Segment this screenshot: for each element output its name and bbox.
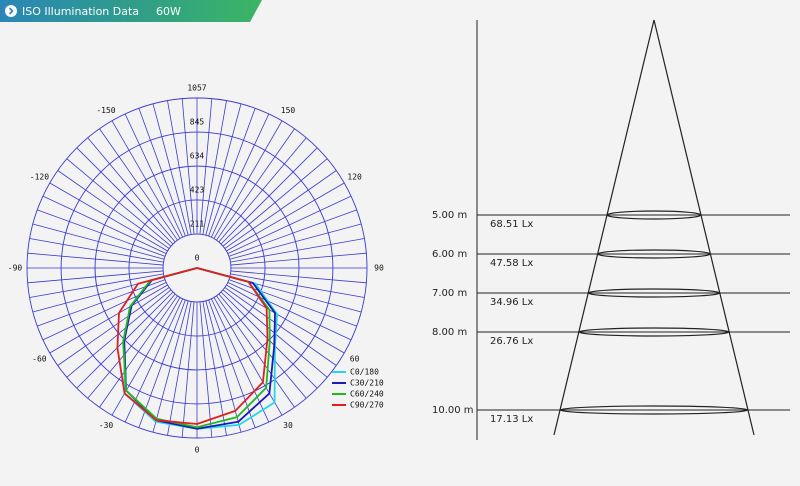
r-tick-label: 211	[190, 220, 205, 229]
polar-chart: 0 211 423 634 845 1057 0 30 60 90 120 150 -30 -60 -90 -…	[8, 84, 384, 455]
distance-label: 10.00 m	[432, 405, 474, 416]
light-ellipse	[587, 288, 721, 298]
grid-ring	[162, 233, 232, 303]
light-ellipse	[606, 210, 702, 220]
cone-edge	[553, 19, 655, 436]
illuminance-label: 68.51 Lx	[490, 219, 533, 230]
header-tab	[0, 0, 262, 22]
illuminance-label: 17.13 Lx	[490, 414, 533, 425]
header-title: ISO Illumination Data	[22, 5, 139, 18]
cone-diagram: 5.00 m 68.51 Lx 6.00 m 47.58 Lx 7.00 m 34.96 …	[432, 19, 790, 440]
distance-label: 6.00 m	[432, 249, 467, 260]
intensity-curve	[116, 267, 269, 425]
legend-label: C60/240	[350, 390, 384, 399]
angle-tick-label: -30	[99, 421, 114, 430]
intensity-curve	[123, 267, 276, 430]
distance-label: 7.00 m	[432, 288, 467, 299]
r-tick-label: 423	[190, 185, 205, 194]
angle-tick-label: 60	[350, 355, 360, 364]
illuminance-label: 26.76 Lx	[490, 336, 533, 347]
grid-ring	[94, 165, 300, 371]
light-ellipse	[559, 405, 749, 415]
illuminance-label: 47.58 Lx	[490, 258, 533, 269]
grid-ring	[60, 131, 334, 405]
grid-ring	[128, 199, 266, 337]
r-tick-label: 634	[190, 152, 205, 161]
r-tick-label: 1057	[187, 84, 206, 93]
angle-tick-label: 150	[281, 106, 296, 115]
intensity-curve	[122, 267, 271, 429]
r-tick-label: 845	[190, 118, 205, 127]
angle-tick-label: -150	[96, 106, 115, 115]
distance-label: 5.00 m	[432, 210, 467, 221]
grid-ring	[26, 97, 368, 439]
angle-tick-label: -60	[32, 355, 47, 364]
angle-tick-label: 90	[374, 264, 384, 273]
legend-label: C0/180	[350, 368, 379, 377]
angle-tick-label: 120	[347, 173, 362, 182]
r-tick-label: 0	[195, 254, 200, 263]
header-power: 60W	[156, 5, 181, 18]
cone-edge	[653, 19, 755, 436]
angle-tick-label: -90	[8, 264, 23, 273]
illuminance-label: 34.96 Lx	[490, 297, 533, 308]
light-ellipse	[578, 327, 730, 337]
header-icon	[5, 5, 17, 17]
light-ellipse	[597, 249, 711, 259]
header-icon-arrow	[8, 7, 14, 15]
angle-tick-label: -120	[30, 173, 49, 182]
angle-tick-label: 30	[283, 421, 293, 430]
distance-label: 8.00 m	[432, 327, 467, 338]
angle-tick-label: 0	[195, 446, 200, 455]
legend-label: C90/270	[350, 401, 384, 410]
legend-label: C30/210	[350, 379, 384, 388]
